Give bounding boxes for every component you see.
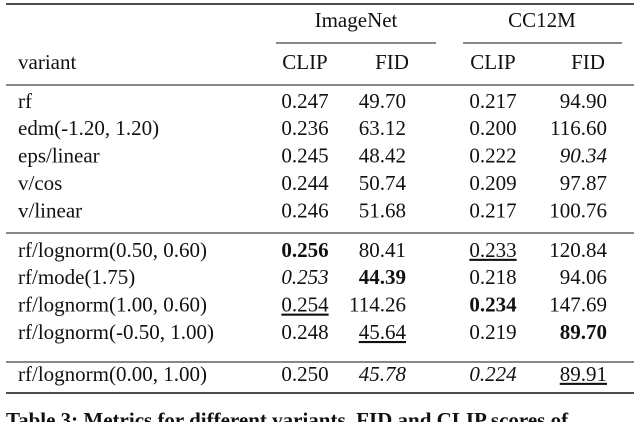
column-header: FID — [571, 50, 605, 74]
metric-cell: 0.219 — [469, 320, 516, 344]
variant-name: rf/mode(1.75) — [18, 265, 135, 289]
metric-cell: 49.70 — [359, 89, 406, 113]
group-header: CC12M — [508, 8, 576, 32]
variant-name: v/linear — [18, 198, 82, 222]
metric-cell: 0.200 — [469, 116, 516, 140]
metric-cell: 100.76 — [549, 198, 607, 222]
metric-cell: 0.233 — [469, 238, 516, 262]
group-header: ImageNet — [315, 8, 398, 32]
metric-cell: 0.234 — [469, 293, 517, 317]
metric-cell: 94.06 — [560, 265, 607, 289]
metric-cell: 0.250 — [281, 362, 328, 386]
metric-cell: 0.209 — [469, 171, 516, 195]
metric-cell: 0.246 — [281, 198, 328, 222]
metric-cell: 44.39 — [359, 265, 406, 289]
metric-cell: 51.68 — [359, 198, 406, 222]
metric-cell: 48.42 — [359, 144, 406, 168]
metric-cell: 80.41 — [359, 238, 406, 262]
metric-cell: 0.247 — [281, 89, 328, 113]
variant-name: rf/lognorm(0.00, 1.00) — [18, 362, 207, 386]
metric-cell: 63.12 — [359, 116, 406, 140]
metric-cell: 0.224 — [469, 362, 517, 386]
variant-name: rf/lognorm(1.00, 0.60) — [18, 293, 207, 317]
variant-name: eps/linear — [18, 144, 100, 168]
metric-cell: 45.64 — [359, 320, 407, 344]
metric-cell: 97.87 — [560, 171, 607, 195]
variant-name: rf/lognorm(0.50, 0.60) — [18, 238, 207, 262]
variant-name: edm(-1.20, 1.20) — [18, 116, 159, 140]
metric-cell: 0.248 — [281, 320, 328, 344]
metric-cell: 94.90 — [560, 89, 607, 113]
metric-cell: 0.236 — [281, 116, 328, 140]
metric-cell: 50.74 — [359, 171, 407, 195]
metric-cell: 90.34 — [560, 144, 608, 168]
metric-cell: 0.222 — [469, 144, 516, 168]
metric-cell: 147.69 — [549, 293, 607, 317]
metric-cell: 114.26 — [349, 293, 406, 317]
metric-cell: 89.91 — [560, 362, 607, 386]
metric-cell: 0.244 — [281, 171, 329, 195]
metric-cell: 0.254 — [281, 293, 329, 317]
metric-cell: 0.256 — [281, 238, 328, 262]
variant-name: rf/lognorm(-0.50, 1.00) — [18, 320, 214, 344]
metric-cell: 116.60 — [550, 116, 607, 140]
column-header: CLIP — [470, 50, 516, 74]
metric-cell: 120.84 — [549, 238, 607, 262]
caption: Table 3: Metrics for different variants.… — [6, 408, 569, 422]
metric-cell: 89.70 — [560, 320, 607, 344]
column-header: variant — [18, 50, 76, 74]
variant-name: rf — [18, 89, 32, 113]
metric-cell: 0.217 — [469, 89, 516, 113]
metric-cell: 0.217 — [469, 198, 516, 222]
metric-cell: 45.78 — [359, 362, 407, 386]
column-header: CLIP — [282, 50, 328, 74]
metric-cell: 0.218 — [469, 265, 516, 289]
variant-name: v/cos — [18, 171, 62, 195]
column-header: FID — [375, 50, 409, 74]
metric-cell: 0.253 — [281, 265, 328, 289]
metric-cell: 0.245 — [281, 144, 328, 168]
